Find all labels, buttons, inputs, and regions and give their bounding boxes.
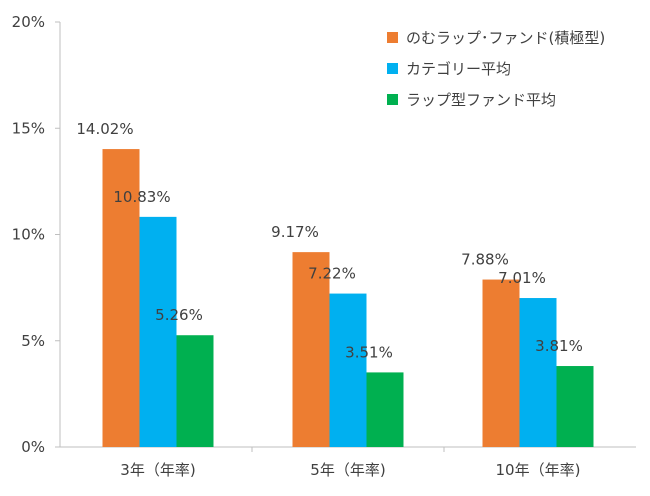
legend-swatch: [387, 94, 398, 105]
data-labels: 14.02% 9.17% 7.88% 10.83% 7.22% 7.01% 5.26% 3.5…: [76, 120, 582, 361]
legend-label: のむラップ･ファンド(積極型): [406, 29, 605, 47]
y-tick-label: 0%: [21, 438, 45, 456]
bar: [519, 298, 557, 447]
data-label: 3.81%: [535, 337, 583, 355]
bar: [482, 279, 520, 447]
axes: 0% 5% 10% 15% 20% 3年（年率) 5年（年率) 10年（年率): [12, 13, 636, 479]
data-label: 3.51%: [345, 343, 393, 361]
legend-swatch: [387, 63, 398, 74]
bar: [176, 335, 214, 447]
bar: [139, 216, 177, 447]
data-label: 14.02%: [76, 120, 133, 138]
data-label: 7.01%: [498, 269, 546, 287]
bar: [366, 372, 404, 447]
x-tick-label: 3年（年率): [120, 461, 195, 479]
bar: [329, 293, 367, 447]
legend-label: カテゴリー平均: [406, 60, 511, 78]
data-label: 7.22%: [308, 265, 356, 283]
y-tick-label: 5%: [21, 332, 45, 350]
legend-label: ラップ型ファンド平均: [406, 91, 556, 109]
x-tick-label: 10年（年率): [496, 461, 581, 479]
bar: [292, 252, 330, 447]
y-tick-label: 15%: [12, 119, 45, 137]
y-tick-label: 10%: [12, 226, 45, 244]
x-tick-label: 5年（年率): [310, 461, 385, 479]
data-label: 9.17%: [271, 223, 319, 241]
bar: [556, 366, 594, 447]
y-tick-label: 20%: [12, 13, 45, 31]
legend-swatch: [387, 32, 398, 43]
bars: [102, 149, 594, 447]
bar: [102, 149, 140, 447]
data-label: 5.26%: [155, 306, 203, 324]
data-label: 7.88%: [461, 251, 509, 269]
data-label: 10.83%: [113, 188, 170, 206]
